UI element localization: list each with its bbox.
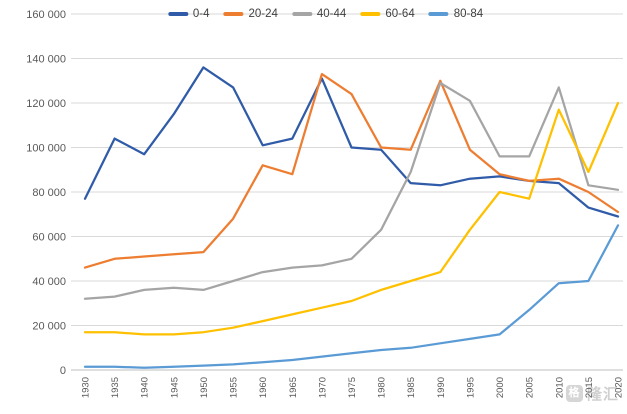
legend-label: 0-4 (192, 8, 210, 20)
svg-text:120 000: 120 000 (26, 98, 66, 110)
svg-text:1940: 1940 (140, 377, 151, 398)
legend-item-0-4[interactable]: 0-4 (167, 8, 210, 20)
legend-item-60-64[interactable]: 60-64 (360, 8, 415, 20)
svg-text:80 000: 80 000 (32, 187, 66, 199)
svg-text:1970: 1970 (317, 377, 328, 398)
svg-text:1950: 1950 (199, 377, 210, 398)
svg-text:100 000: 100 000 (26, 143, 66, 155)
legend-item-80-84[interactable]: 80-84 (428, 8, 484, 20)
svg-text:1945: 1945 (169, 377, 180, 398)
legend-marker-icon (360, 12, 381, 16)
svg-text:1995: 1995 (465, 377, 476, 398)
svg-text:160 000: 160 000 (26, 9, 66, 21)
svg-text:140 000: 140 000 (26, 54, 66, 66)
svg-text:1980: 1980 (377, 377, 388, 398)
legend-label: 80-84 (453, 8, 484, 20)
svg-text:2000: 2000 (495, 377, 506, 398)
legend-label: 40-44 (316, 8, 347, 20)
svg-text:1965: 1965 (288, 377, 299, 398)
svg-text:1975: 1975 (347, 377, 358, 398)
svg-text:2010: 2010 (554, 377, 565, 398)
svg-text:1935: 1935 (110, 377, 121, 398)
legend-marker-icon (428, 12, 449, 16)
legend-marker-icon (291, 12, 312, 16)
svg-text:1960: 1960 (258, 377, 269, 398)
legend-marker-icon (167, 12, 188, 16)
svg-text:1955: 1955 (229, 377, 240, 398)
svg-text:2005: 2005 (525, 377, 536, 398)
svg-text:1985: 1985 (406, 377, 417, 398)
svg-text:1990: 1990 (436, 377, 447, 398)
svg-text:0: 0 (60, 365, 66, 377)
legend-marker-icon (223, 12, 244, 16)
svg-text:20 000: 20 000 (32, 321, 66, 333)
svg-text:2015: 2015 (584, 377, 595, 398)
legend-item-40-44[interactable]: 40-44 (291, 8, 347, 20)
legend-item-20-24[interactable]: 20-24 (223, 8, 278, 20)
svg-text:2020: 2020 (614, 377, 625, 398)
svg-text:40 000: 40 000 (32, 276, 66, 288)
legend-label: 20-24 (248, 8, 278, 20)
chart-legend: 0-4 20-24 40-44 60-64 80-84 (167, 8, 484, 20)
legend-label: 60-64 (385, 8, 415, 20)
svg-text:1930: 1930 (81, 377, 92, 398)
svg-text:60 000: 60 000 (32, 232, 66, 244)
